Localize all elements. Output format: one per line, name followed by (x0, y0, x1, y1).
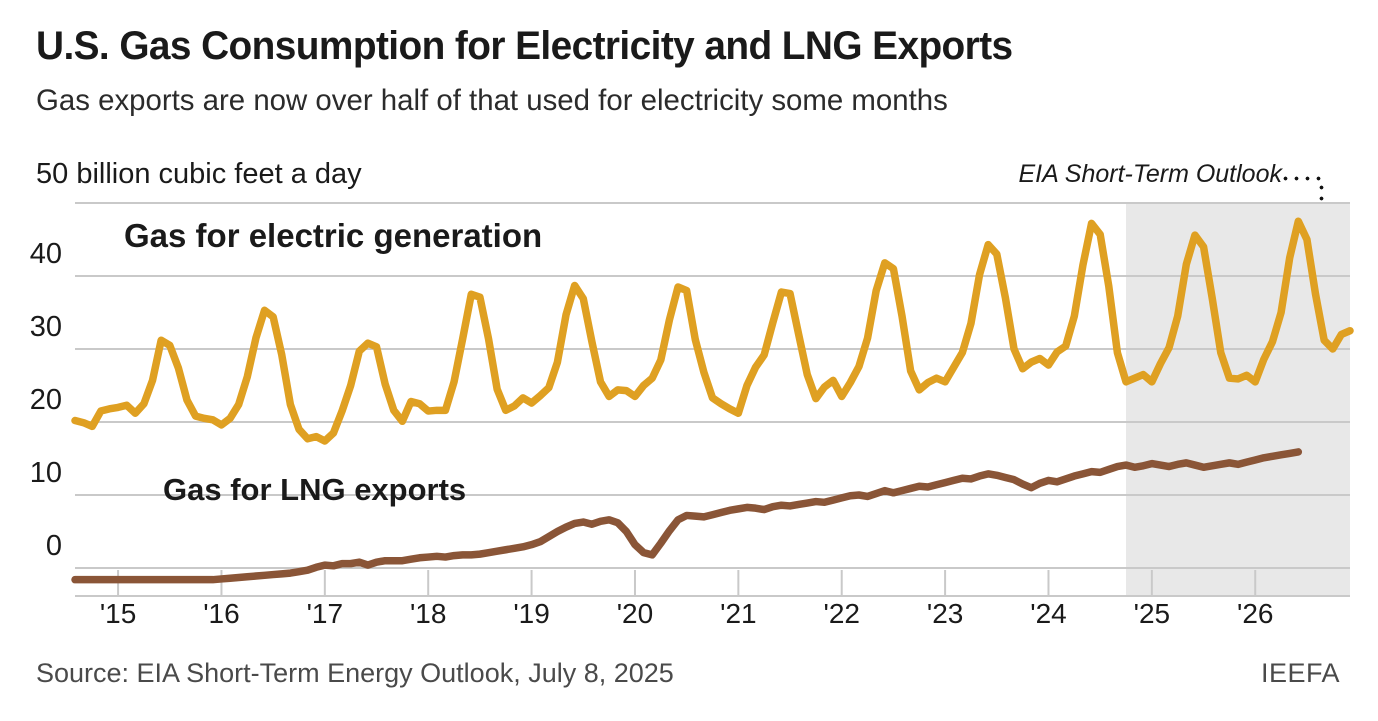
x-tick-label: '25 (1133, 598, 1171, 629)
x-tick-label: '19 (513, 598, 550, 629)
x-tick-label: '17 (306, 598, 344, 629)
x-tick-label: '22 (823, 598, 860, 629)
forecast-shading-group (1126, 203, 1350, 596)
y-tick-label: 0 (45, 530, 62, 562)
gridlines-group (75, 202, 1350, 569)
dotted-leader-horizontal-icon (1280, 176, 1322, 181)
x-tick-label: '21 (720, 598, 757, 629)
forecast-region (1126, 203, 1350, 596)
dotted-leader-vertical-icon (1319, 182, 1324, 230)
forecast-annotation: EIA Short-Term Outlook (1018, 160, 1282, 188)
x-tick-label: '26 (1236, 598, 1274, 629)
page-subtitle: Gas exports are now over half of that us… (36, 84, 948, 117)
source-note: Source: EIA Short-Term Energy Outlook, J… (36, 658, 674, 688)
x-tick-label: '23 (926, 598, 964, 629)
x-tick-label: '20 (616, 598, 654, 629)
y-axis-units-caption: 50 billion cubic feet a day (36, 158, 362, 190)
x-tick-label: '15 (99, 598, 137, 629)
y-tick-label: 10 (29, 457, 62, 489)
y-tick-label: 40 (29, 238, 62, 270)
series-label-lng: Gas for LNG exports (163, 472, 467, 507)
x-tick-label: '18 (409, 598, 447, 629)
x-tick-label: '16 (203, 598, 240, 629)
x-tick-label: '24 (1030, 598, 1067, 629)
y-tick-label: 30 (29, 311, 62, 343)
page-title: U.S. Gas Consumption for Electricity and… (36, 24, 1013, 68)
y-tick-label: 20 (29, 384, 62, 416)
brand-logo: IEEFA (1260, 658, 1340, 688)
x-tick-marks-group (75, 570, 1350, 597)
series-label-electric: Gas for electric generation (124, 217, 543, 254)
